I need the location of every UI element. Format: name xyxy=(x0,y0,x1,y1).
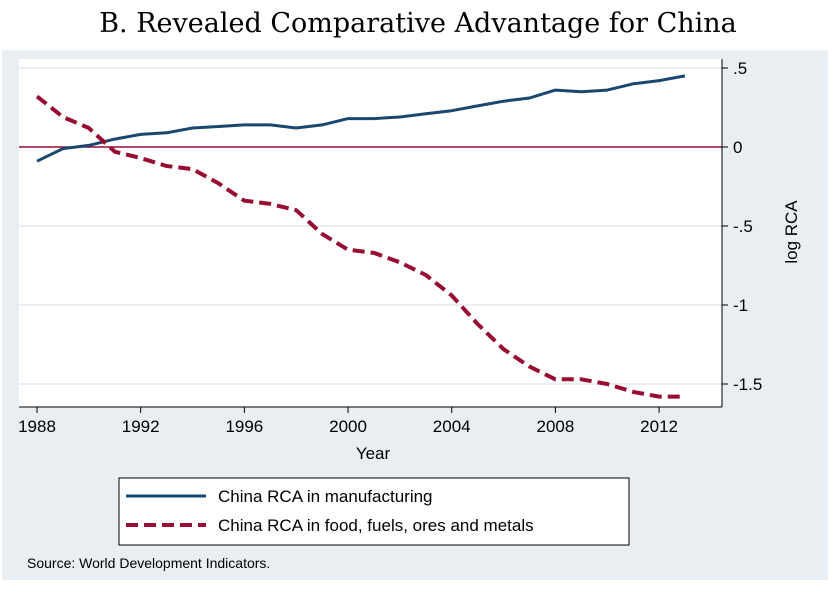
y-tick-label: .5 xyxy=(733,59,747,78)
y-tick-label: -1.5 xyxy=(733,375,762,394)
x-tick-label: 2000 xyxy=(329,417,367,436)
y-tick-label: -1 xyxy=(733,296,748,315)
series-layer xyxy=(35,74,686,399)
x-tick-label: 1992 xyxy=(122,417,160,436)
legend: China RCA in manufacturing China RCA in … xyxy=(118,477,630,546)
series-line-manufacturing xyxy=(36,74,686,163)
legend-label-manufacturing: China RCA in manufacturing xyxy=(218,487,433,506)
y-axis-label: log RCA xyxy=(782,200,801,264)
x-axis-label: Year xyxy=(356,444,391,463)
y-tick-label: -.5 xyxy=(733,217,753,236)
legend-box xyxy=(118,477,630,546)
x-tick-label: 1996 xyxy=(225,417,263,436)
x-tick-label: 2004 xyxy=(433,417,471,436)
source-note: Source: World Development Indicators. xyxy=(27,555,270,571)
chart-title: B. Revealed Comparative Advantage for Ch… xyxy=(99,8,737,39)
y-axis-ticks: .5 0 -.5 -1 -1.5 xyxy=(722,59,762,394)
x-tick-label: 1988 xyxy=(18,417,56,436)
plot-area xyxy=(19,59,722,407)
x-tick-label: 2012 xyxy=(640,417,678,436)
y-tick-label: 0 xyxy=(733,138,742,157)
series-line-food-fuels xyxy=(35,94,685,399)
legend-label-food-fuels: China RCA in food, fuels, ores and metal… xyxy=(218,516,534,535)
x-tick-label: 2008 xyxy=(536,417,574,436)
x-axis-ticks: 1988 1992 1996 2000 2004 2008 2012 xyxy=(18,407,678,436)
